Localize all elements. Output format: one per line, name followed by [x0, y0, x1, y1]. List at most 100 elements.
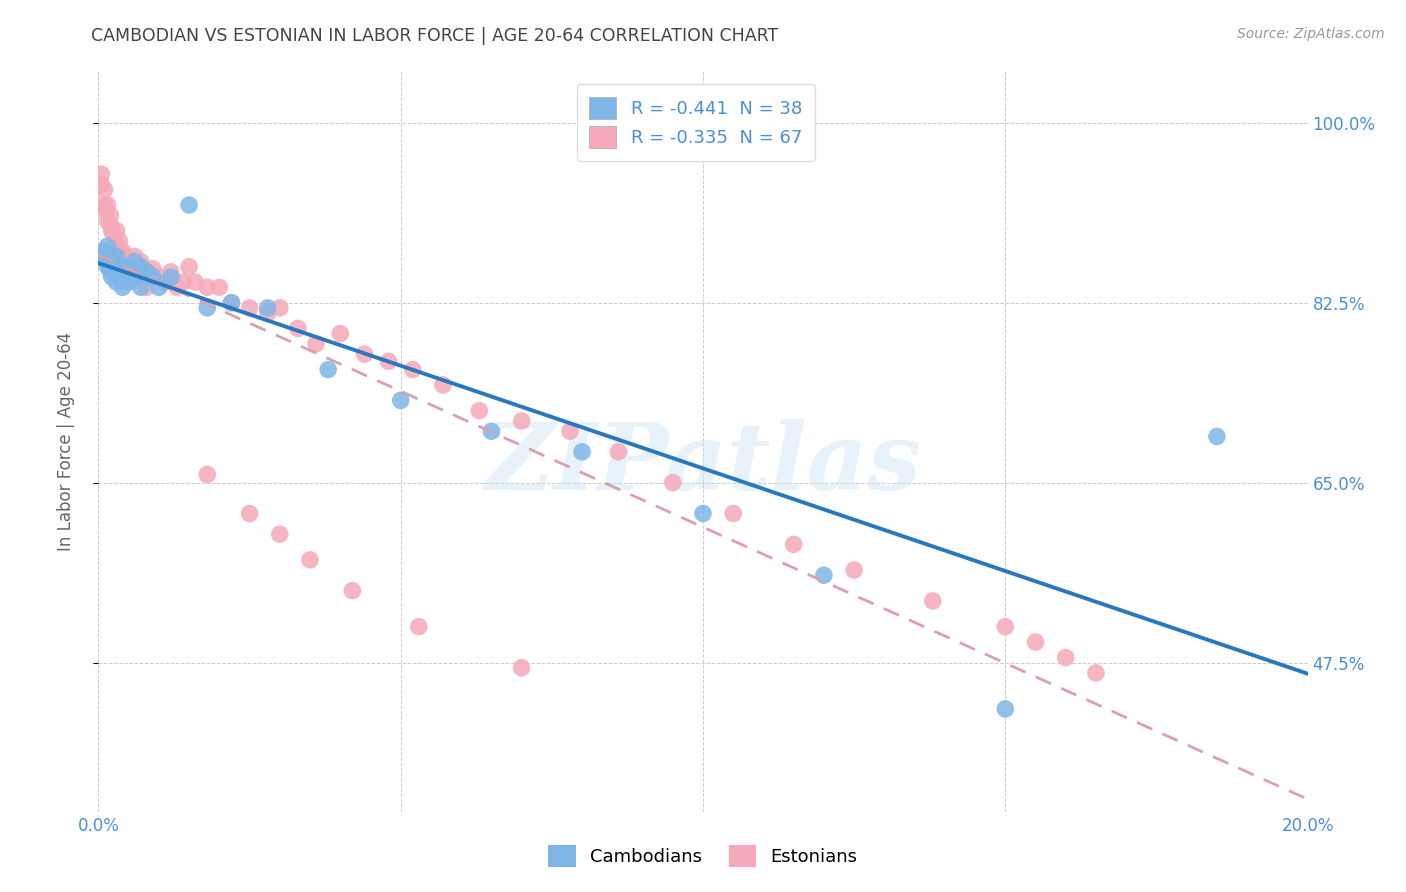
Point — [195, 467, 218, 482]
Point — [100, 270, 122, 285]
Point — [96, 260, 118, 274]
Text: Source: ZipAtlas.com: Source: ZipAtlas.com — [1237, 27, 1385, 41]
Point — [94, 203, 117, 218]
Point — [129, 270, 152, 285]
Point — [813, 568, 835, 582]
Text: CAMBODIAN VS ESTONIAN IN LABOR FORCE | AGE 20-64 CORRELATION CHART: CAMBODIAN VS ESTONIAN IN LABOR FORCE | A… — [91, 27, 779, 45]
Point — [921, 594, 943, 608]
Point — [129, 260, 152, 274]
Point — [256, 301, 278, 315]
Point — [105, 239, 128, 253]
Point — [269, 527, 291, 541]
Point — [111, 244, 134, 259]
Point — [481, 424, 503, 438]
Point — [111, 265, 134, 279]
Point — [142, 261, 165, 276]
Point — [118, 275, 141, 289]
Point — [135, 265, 157, 279]
Point — [844, 563, 866, 577]
Point — [124, 250, 146, 264]
Point — [100, 208, 122, 222]
Point — [221, 295, 243, 310]
Point — [100, 224, 122, 238]
Point — [184, 275, 207, 289]
Point — [118, 252, 141, 266]
Point — [166, 280, 188, 294]
Point — [195, 301, 218, 315]
Point — [607, 445, 630, 459]
Point — [111, 280, 134, 294]
Point — [142, 270, 165, 285]
Point — [96, 198, 118, 212]
Point — [90, 167, 112, 181]
Point — [342, 583, 364, 598]
Point — [432, 378, 454, 392]
Point — [510, 414, 533, 428]
Point — [105, 244, 128, 259]
Point — [723, 507, 745, 521]
Point — [316, 362, 339, 376]
Point — [153, 275, 176, 289]
Point — [994, 619, 1017, 633]
Point — [105, 275, 128, 289]
Point — [105, 224, 128, 238]
Point — [195, 280, 218, 294]
Point — [661, 475, 683, 490]
Point — [100, 219, 122, 233]
Point — [510, 661, 533, 675]
Point — [160, 270, 183, 285]
Point — [118, 265, 141, 279]
Point — [994, 702, 1017, 716]
Point — [305, 336, 328, 351]
Point — [124, 254, 146, 268]
Point — [124, 270, 146, 285]
Point — [129, 280, 152, 294]
Point — [103, 254, 125, 268]
Point — [129, 254, 152, 268]
Point — [179, 198, 201, 212]
Point — [221, 295, 243, 310]
Point — [103, 228, 125, 243]
Legend: Cambodians, Estonians: Cambodians, Estonians — [541, 838, 865, 874]
Point — [783, 537, 806, 551]
Point — [108, 234, 131, 248]
Point — [287, 321, 309, 335]
Legend: R = -0.441  N = 38, R = -0.335  N = 67: R = -0.441 N = 38, R = -0.335 N = 67 — [576, 84, 815, 161]
Point — [135, 280, 157, 294]
Point — [329, 326, 352, 341]
Point — [90, 178, 112, 192]
Point — [93, 198, 115, 212]
Point — [269, 301, 291, 315]
Point — [135, 265, 157, 279]
Point — [114, 260, 136, 274]
Point — [408, 619, 430, 633]
Point — [468, 403, 491, 417]
Point — [105, 250, 128, 264]
Point — [692, 507, 714, 521]
Point — [1054, 650, 1077, 665]
Point — [96, 213, 118, 227]
Point — [160, 265, 183, 279]
Point — [402, 362, 425, 376]
Point — [114, 250, 136, 264]
Point — [93, 183, 115, 197]
Point — [105, 265, 128, 279]
Point — [124, 265, 146, 279]
Point — [353, 347, 375, 361]
Point — [571, 445, 593, 459]
Point — [299, 553, 322, 567]
Point — [239, 301, 262, 315]
Point — [1206, 429, 1229, 443]
Point — [118, 261, 141, 276]
Point — [1085, 665, 1108, 680]
Point — [93, 244, 115, 259]
Y-axis label: In Labor Force | Age 20-64: In Labor Force | Age 20-64 — [56, 332, 75, 551]
Point — [239, 507, 262, 521]
Point — [148, 280, 170, 294]
Point — [377, 354, 399, 368]
Point — [558, 424, 581, 438]
Point — [148, 270, 170, 285]
Point — [208, 280, 231, 294]
Point — [256, 306, 278, 320]
Point — [108, 260, 131, 274]
